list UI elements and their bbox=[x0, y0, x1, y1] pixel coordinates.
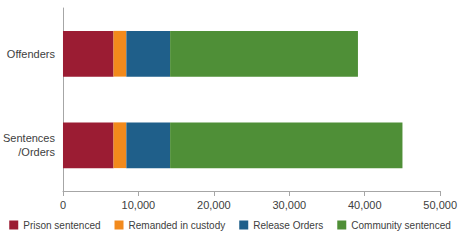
svg-text:Release Orders: Release Orders bbox=[253, 220, 323, 231]
svg-text:Sentences: Sentences bbox=[3, 132, 55, 144]
svg-text:30,000: 30,000 bbox=[272, 199, 306, 211]
svg-text:0: 0 bbox=[60, 199, 66, 211]
svg-text:10,000: 10,000 bbox=[122, 199, 156, 211]
svg-text:20,000: 20,000 bbox=[197, 199, 231, 211]
svg-text:Prison sentenced: Prison sentenced bbox=[23, 220, 100, 231]
svg-text:40,000: 40,000 bbox=[348, 199, 382, 211]
svg-text:Offenders: Offenders bbox=[7, 48, 56, 60]
svg-text:/Orders: /Orders bbox=[18, 146, 55, 158]
svg-text:50,000: 50,000 bbox=[423, 199, 457, 211]
svg-text:Community sentenced: Community sentenced bbox=[351, 220, 451, 231]
svg-text:Remanded in custody: Remanded in custody bbox=[129, 220, 226, 231]
